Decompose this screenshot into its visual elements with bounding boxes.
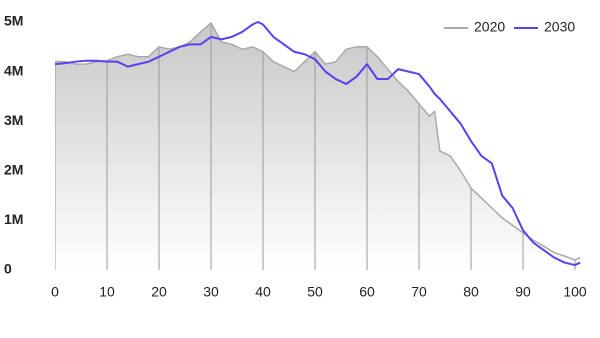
x-tick-label: 80 (463, 284, 479, 300)
y-tick-label: 2M (4, 162, 23, 178)
legend-label: 2030 (544, 19, 575, 35)
legend-label: 2020 (474, 19, 505, 35)
x-tick-label: 50 (307, 284, 323, 300)
y-tick-label: 3M (4, 112, 23, 128)
y-tick-label: 5M (4, 13, 23, 29)
x-tick-label: 0 (51, 284, 59, 300)
y-tick-label: 1M (4, 211, 23, 227)
x-tick-label: 100 (563, 284, 587, 300)
line (55, 22, 581, 261)
x-tick-label: 10 (99, 284, 115, 300)
x-tick-label: 30 (203, 284, 219, 300)
x-tick-label: 70 (411, 284, 427, 300)
y-tick-label: 0 (4, 261, 12, 277)
y-tick-label: 4M (4, 62, 23, 78)
line (54, 21, 581, 267)
x-tick-label: 90 (515, 284, 531, 300)
area (55, 22, 581, 270)
x-tick-label: 20 (151, 284, 167, 300)
x-tick-label: 40 (255, 284, 271, 300)
x-tick-label: 60 (359, 284, 375, 300)
